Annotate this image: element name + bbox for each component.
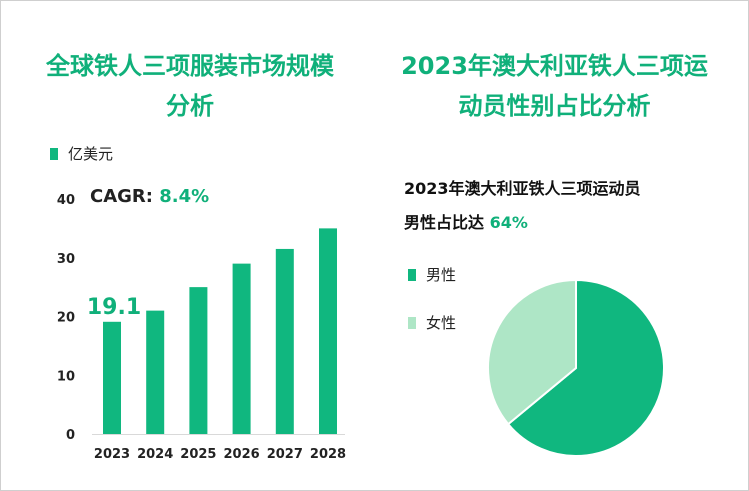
bar-2026 [232,263,251,434]
left-chart-title: 全球铁人三项服装市场规模 分析 [20,46,360,126]
share-value: 64% [489,213,528,232]
pie-legend-male-swatch [408,268,416,281]
x-tick-label-2024: 2024 [137,447,173,462]
bar-2024 [146,310,165,434]
share-line-2-prefix: 男性占比达 [404,213,490,232]
pie-legend-female-label: 女性 [426,314,457,332]
x-tick-label-2028: 2028 [310,447,346,462]
y-tick-label: 20 [57,311,75,326]
x-tick-label-2027: 2027 [267,447,303,462]
right-chart-title: 2023年澳大利亚铁人三项运 动员性别占比分析 [372,46,737,126]
bar-2023 [103,321,121,434]
bar-legend-swatch [50,147,58,160]
bar-2027 [275,248,294,434]
cagr-value: 8.4% [159,186,210,207]
cagr-label: CAGR: [90,186,160,207]
cagr-annotation: CAGR: 8.4% [90,186,209,207]
left-title-line-2: 分析 [166,92,214,120]
bar-2028 [319,228,337,434]
share-line-2: 男性占比达 64% [404,206,724,240]
y-tick-label: 30 [57,252,75,267]
x-tick-label-2026: 2026 [224,447,260,462]
pie-legend-female-swatch [408,316,416,329]
bar-legend: 亿美元 [50,143,113,164]
y-tick-label: 0 [66,428,75,443]
first-bar-value-label: 19.1 [87,295,141,320]
pie-legend-male-label: 男性 [426,266,457,284]
pie-legend-female: 女性 [408,312,456,333]
y-tick-label: 40 [57,193,75,208]
bar-legend-label: 亿美元 [68,145,114,163]
share-line-1: 2023年澳大利亚铁人三项运动员 [404,179,641,198]
y-tick-label: 10 [57,369,75,384]
right-title-line-1: 2023年澳大利亚铁人三项运 [401,52,708,80]
x-tick-label-2025: 2025 [180,447,216,462]
left-title-line-1: 全球铁人三项服装市场规模 [46,52,334,80]
pie-legend-male: 男性 [408,264,456,285]
male-share-annotation: 2023年澳大利亚铁人三项运动员 男性占比达 64% [404,172,724,240]
bar-2025 [189,287,208,434]
x-tick-label-2023: 2023 [94,447,130,462]
right-title-line-2: 动员性别占比分析 [458,92,651,120]
